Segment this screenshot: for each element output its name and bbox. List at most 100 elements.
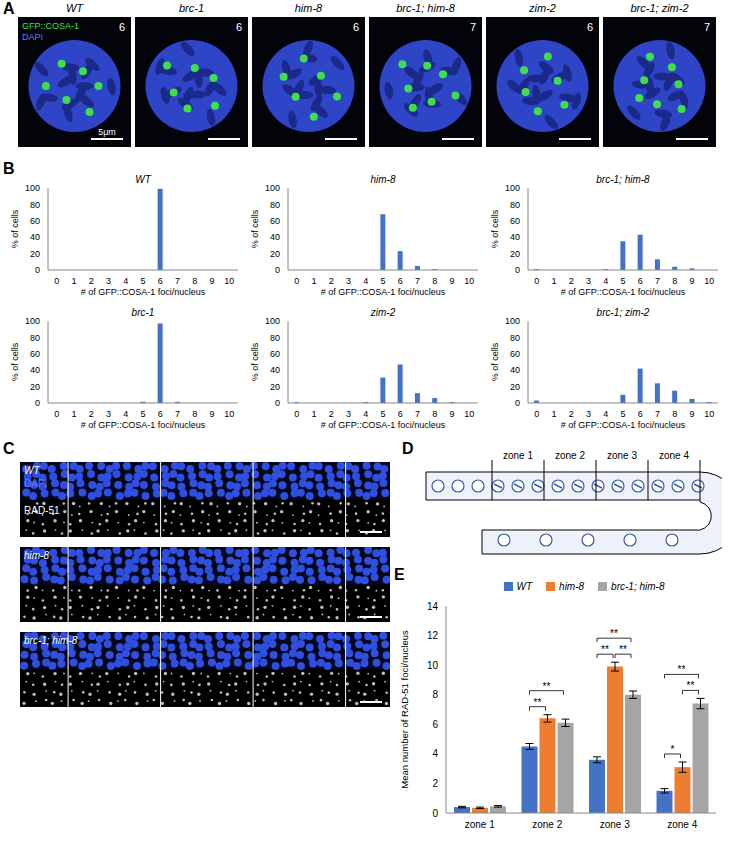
svg-text:4: 4 xyxy=(603,409,608,419)
svg-text:0: 0 xyxy=(534,409,539,419)
svg-text:5: 5 xyxy=(140,276,145,286)
svg-text:10: 10 xyxy=(704,409,714,419)
svg-text:0: 0 xyxy=(54,276,59,286)
svg-text:5: 5 xyxy=(620,276,625,286)
svg-text:5: 5 xyxy=(140,409,145,419)
svg-text:6: 6 xyxy=(638,276,643,286)
svg-text:% of cells: % of cells xyxy=(490,342,500,381)
svg-text:9: 9 xyxy=(210,409,215,419)
svg-text:4: 4 xyxy=(123,276,128,286)
svg-text:1: 1 xyxy=(71,276,76,286)
svg-text:40: 40 xyxy=(270,365,280,375)
svg-text:zone 3: zone 3 xyxy=(607,450,637,461)
svg-text:7: 7 xyxy=(415,409,420,419)
svg-text:Mean number of RAD-51 foci/nuc: Mean number of RAD-51 foci/nucleus xyxy=(399,630,410,789)
svg-text:0: 0 xyxy=(534,276,539,286)
svg-text:20: 20 xyxy=(270,249,280,259)
svg-text:8: 8 xyxy=(192,276,197,286)
svg-text:10: 10 xyxy=(464,276,474,286)
svg-text:2: 2 xyxy=(89,276,94,286)
svg-text:him-8: him-8 xyxy=(24,550,49,561)
svg-text:1: 1 xyxy=(311,276,316,286)
svg-text:**: ** xyxy=(543,681,551,692)
svg-text:100: 100 xyxy=(265,316,280,326)
svg-text:80: 80 xyxy=(30,333,40,343)
svg-text:0: 0 xyxy=(515,398,520,408)
svg-text:0: 0 xyxy=(294,276,299,286)
svg-text:20: 20 xyxy=(270,382,280,392)
svg-text:20: 20 xyxy=(510,382,520,392)
svg-text:60: 60 xyxy=(270,216,280,226)
svg-text:20: 20 xyxy=(510,249,520,259)
svg-text:2: 2 xyxy=(329,409,334,419)
svg-text:**: ** xyxy=(601,644,609,655)
svg-text:1: 1 xyxy=(311,409,316,419)
svg-text:8: 8 xyxy=(432,276,437,286)
svg-text:8: 8 xyxy=(432,689,438,700)
svg-text:0: 0 xyxy=(275,398,280,408)
svg-text:60: 60 xyxy=(30,349,40,359)
svg-text:6: 6 xyxy=(587,21,593,33)
svg-text:0: 0 xyxy=(275,265,280,275)
svg-text:3: 3 xyxy=(106,276,111,286)
svg-text:**: ** xyxy=(678,664,686,675)
svg-text:100: 100 xyxy=(505,183,520,193)
svg-text:4: 4 xyxy=(363,409,368,419)
svg-text:40: 40 xyxy=(30,365,40,375)
svg-text:3: 3 xyxy=(586,276,591,286)
svg-text:# of GFP::COSA-1 foci/nucleus: # of GFP::COSA-1 foci/nucleus xyxy=(81,287,206,297)
svg-text:2: 2 xyxy=(432,778,438,789)
svg-text:zone 1: zone 1 xyxy=(465,819,495,830)
svg-text:3: 3 xyxy=(346,409,351,419)
svg-text:10: 10 xyxy=(427,660,439,671)
svg-text:3: 3 xyxy=(106,409,111,419)
svg-text:% of cells: % of cells xyxy=(10,209,20,248)
svg-text:1: 1 xyxy=(551,276,556,286)
svg-text:6: 6 xyxy=(638,409,643,419)
svg-text:6: 6 xyxy=(353,21,359,33)
svg-text:# of GFP::COSA-1 foci/nucleus: # of GFP::COSA-1 foci/nucleus xyxy=(81,420,206,430)
svg-text:**: ** xyxy=(534,697,542,708)
svg-text:4: 4 xyxy=(363,276,368,286)
svg-text:60: 60 xyxy=(510,216,520,226)
svg-text:20: 20 xyxy=(30,382,40,392)
svg-text:8: 8 xyxy=(432,409,437,419)
svg-text:10: 10 xyxy=(224,409,234,419)
svg-text:0: 0 xyxy=(54,409,59,419)
svg-text:0: 0 xyxy=(432,808,438,819)
svg-text:2: 2 xyxy=(329,276,334,286)
svg-text:9: 9 xyxy=(690,276,695,286)
svg-text:% of cells: % of cells xyxy=(10,342,20,381)
svg-text:40: 40 xyxy=(510,365,520,375)
svg-text:7: 7 xyxy=(655,276,660,286)
svg-text:10: 10 xyxy=(704,276,714,286)
svg-text:7: 7 xyxy=(415,276,420,286)
svg-text:DAPI: DAPI xyxy=(24,478,47,489)
svg-text:40: 40 xyxy=(270,232,280,242)
svg-text:60: 60 xyxy=(510,349,520,359)
svg-text:2: 2 xyxy=(569,276,574,286)
svg-text:9: 9 xyxy=(210,276,215,286)
svg-text:**: ** xyxy=(619,644,627,655)
svg-text:2: 2 xyxy=(89,409,94,419)
svg-text:1: 1 xyxy=(551,409,556,419)
svg-text:**: ** xyxy=(610,628,618,639)
svg-text:9: 9 xyxy=(450,409,455,419)
svg-text:6: 6 xyxy=(158,276,163,286)
svg-text:100: 100 xyxy=(25,183,40,193)
svg-text:5: 5 xyxy=(380,276,385,286)
svg-text:6: 6 xyxy=(398,409,403,419)
svg-text:% of cells: % of cells xyxy=(250,209,260,248)
svg-text:1: 1 xyxy=(71,409,76,419)
svg-text:20: 20 xyxy=(30,249,40,259)
svg-text:0: 0 xyxy=(515,265,520,275)
svg-text:zone 4: zone 4 xyxy=(659,450,689,461)
svg-text:WT: WT xyxy=(24,465,40,476)
svg-text:0: 0 xyxy=(294,409,299,419)
svg-text:DAPI: DAPI xyxy=(22,32,43,42)
svg-text:zone 2: zone 2 xyxy=(532,819,562,830)
svg-text:100: 100 xyxy=(505,316,520,326)
svg-text:9: 9 xyxy=(450,276,455,286)
svg-text:% of cells: % of cells xyxy=(250,342,260,381)
svg-text:5: 5 xyxy=(380,409,385,419)
